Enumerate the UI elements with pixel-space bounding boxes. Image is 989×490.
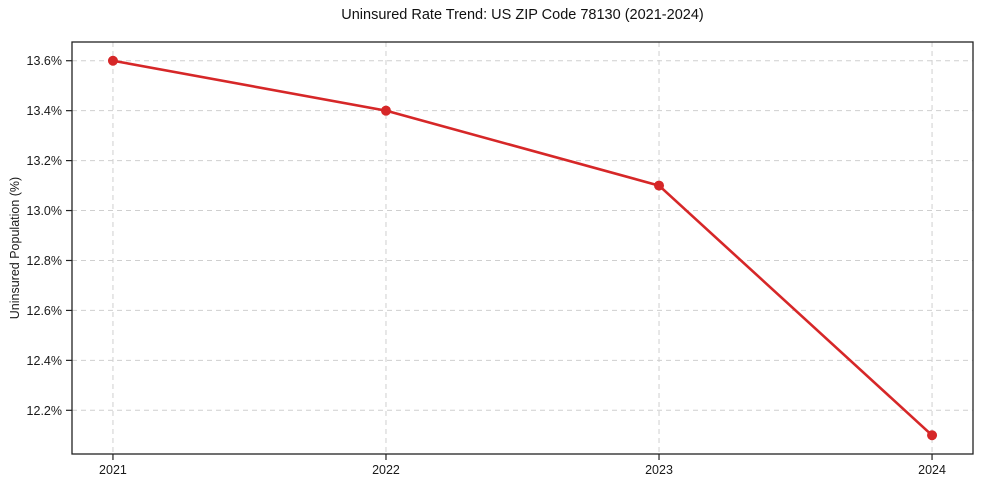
x-tick-label: 2021 xyxy=(99,463,127,477)
y-tick-label: 13.6% xyxy=(27,54,62,68)
trend-line xyxy=(111,59,934,437)
x-tick-label: 2022 xyxy=(372,463,400,477)
axes-spines xyxy=(71,41,974,455)
data-point-marker xyxy=(927,430,938,441)
y-tick-label: 12.6% xyxy=(27,304,62,318)
data-point-marker xyxy=(107,55,118,66)
data-point-marker xyxy=(654,180,665,191)
y-tick-label: 12.4% xyxy=(27,354,62,368)
chart-title: Uninsured Rate Trend: US ZIP Code 78130 … xyxy=(341,7,704,23)
y-tick-label: 13.2% xyxy=(27,154,62,168)
y-tick-label: 13.4% xyxy=(27,104,62,118)
x-tick-label: 2023 xyxy=(645,463,673,477)
x-tick-label: 2024 xyxy=(918,463,946,477)
y-tick-label: 12.8% xyxy=(27,254,62,268)
y-tick-label: 13.0% xyxy=(27,204,62,218)
y-tick-label: 12.2% xyxy=(27,404,62,418)
data-point-marker xyxy=(380,105,391,116)
